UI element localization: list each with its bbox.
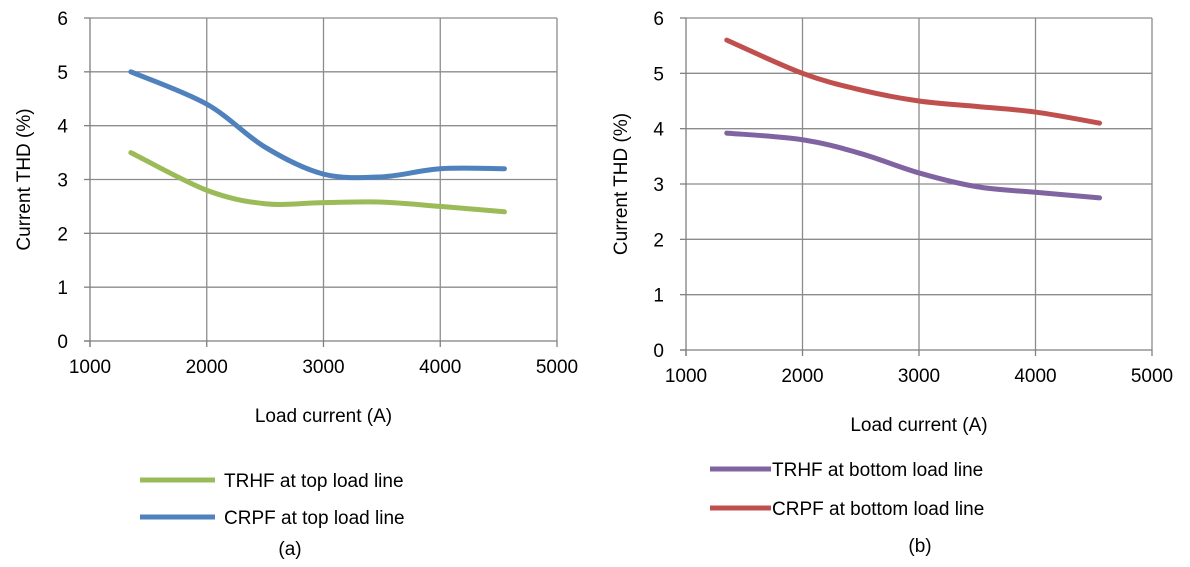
x-tick-label: 1000 (665, 366, 707, 387)
x-tick-label: 2000 (186, 357, 228, 378)
x-axis-title: Load current (A) (850, 415, 987, 436)
series-line-b-2 (724, 37, 1103, 126)
legend-label-b-1: TRHF at bottom load line (772, 460, 983, 481)
x-tick-label: 5000 (536, 357, 578, 378)
y-tick-label: 4 (653, 120, 664, 141)
legend-label-a-1: TRHF at top load line (224, 471, 404, 492)
x-axis-title: Load current (A) (255, 406, 392, 427)
legend-label-a-2: CRPF at top load line (224, 508, 405, 529)
series-line-a-1 (128, 150, 507, 215)
caption-a: (a) (278, 539, 301, 560)
y-axis-title: Current THD (%) (611, 113, 632, 255)
x-tick-label: 4000 (1014, 366, 1056, 387)
chart-b: 0 1 2 3 4 5 6 1000 2000 3000 4000 5000 Load current … (611, 9, 1173, 557)
y-tick-label: 4 (57, 117, 68, 138)
x-tick-label: 3000 (302, 357, 344, 378)
y-tick-label: 1 (653, 286, 664, 307)
y-tick-label: 1 (57, 278, 68, 299)
legend-label-b-2: CRPF at bottom load line (772, 499, 984, 520)
series-line-b-1 (724, 130, 1103, 201)
x-tick-label: 1000 (69, 357, 111, 378)
x-tick-label: 5000 (1131, 366, 1173, 387)
y-tick-label: 5 (57, 63, 68, 84)
y-tick-label: 2 (653, 230, 664, 251)
y-tick-label: 5 (653, 64, 664, 85)
caption-b: (b) (908, 536, 931, 557)
y-tick-label: 0 (653, 341, 664, 362)
y-tick-label: 3 (653, 175, 664, 196)
y-tick-label: 3 (57, 171, 68, 192)
y-tick-label: 0 (57, 332, 68, 353)
y-tick-label: 6 (57, 9, 68, 30)
x-tick-label: 4000 (419, 357, 461, 378)
series-line-a-2 (128, 69, 507, 181)
x-tick-label: 3000 (898, 366, 940, 387)
y-tick-label: 2 (57, 224, 68, 245)
x-tick-label: 2000 (781, 366, 823, 387)
chart-a: 0 1 2 3 4 5 6 1000 2000 3000 4000 5000 Load current … (14, 9, 578, 560)
y-axis-title: Current THD (%) (14, 108, 35, 250)
y-tick-label: 6 (653, 9, 664, 30)
